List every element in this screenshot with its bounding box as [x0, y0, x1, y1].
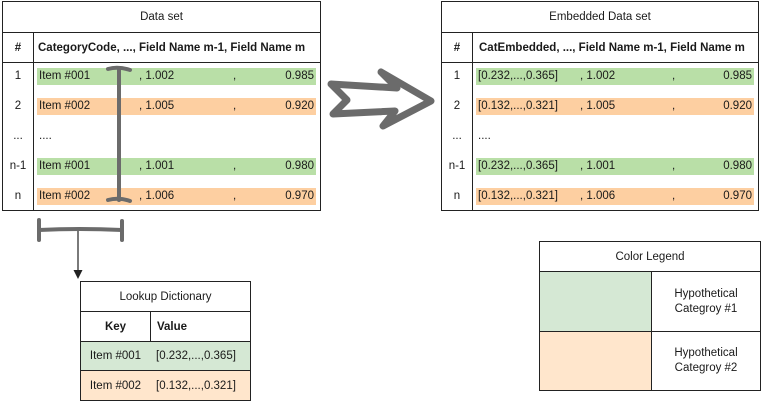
row-category: [0.232,...,0.365] — [478, 70, 558, 82]
row-highlight — [37, 158, 316, 175]
row-field-m — [688, 122, 752, 150]
table-row: n-1 [0.232,...,0.365] , 1.001, 0.980 — [442, 152, 758, 180]
row-field-sep: , — [233, 100, 237, 112]
row-field-sep: , — [233, 70, 237, 82]
color-legend: Color Legend Hypothetical Categroy #1 Hy… — [539, 241, 761, 391]
row-field-sep — [672, 122, 682, 150]
lookup-header-key: Key — [104, 320, 127, 333]
row-field-m1: , 1.002 — [580, 70, 616, 82]
legend-title: Color Legend — [615, 250, 685, 263]
row-index: ... — [13, 130, 23, 142]
row-field-m1: , 1.001 — [580, 160, 616, 172]
table-row: 2 [0.132,...,0.321] , 1.005, 0.920 — [442, 92, 758, 120]
embedded-title: Embedded Data set — [549, 11, 651, 23]
row-index: 1 — [14, 70, 22, 82]
lookup-row: Item #002 [0.132,...,0.321] — [81, 371, 250, 400]
lookup-dictionary: Lookup Dictionary Key Value Item #001 [0… — [80, 281, 251, 401]
row-field-sep: , — [233, 190, 237, 202]
lookup-pointer-marker — [37, 218, 124, 279]
row-field-m1: , 1.002 — [139, 70, 175, 82]
row-index: 1 — [453, 70, 461, 82]
row-field-m: 0.985 — [723, 70, 752, 82]
row-category: [0.132,...,0.321] — [478, 100, 558, 112]
row-field-sep: , — [672, 70, 676, 82]
embedded-table: Embedded Data set # CatEmbedded, ..., Fi… — [441, 1, 759, 211]
table-row: 1 [0.232,...,0.365] , 1.002, 0.985 — [442, 62, 758, 90]
row-field-m1: , 1.005 — [139, 100, 175, 112]
row-category: Item #002 — [39, 100, 91, 112]
row-index: 2 — [453, 100, 461, 112]
row-field-m: 0.980 — [285, 160, 314, 172]
row-field-m1: , 1.006 — [139, 190, 175, 202]
embedded-rows: 1 [0.232,...,0.365] , 1.002, 0.985 2 [0.132,.… — [442, 62, 758, 210]
row-index: n-1 — [9, 160, 27, 172]
row-field-m: 0.970 — [723, 190, 752, 202]
legend-label-2: Hypothetical Categroy #2 — [674, 347, 738, 374]
dataset-table: Data set # CategoryCode, ..., Field Name… — [2, 1, 321, 211]
row-field-m1 — [580, 122, 650, 150]
lookup-value: [0.132,...,0.321] — [156, 379, 236, 392]
row-field-sep: , — [672, 100, 676, 112]
table-row: n-1 Item #001 , 1.001, 0.980 — [3, 152, 320, 180]
row-field-sep — [233, 122, 243, 150]
row-highlight — [476, 98, 754, 115]
lookup-key: Item #002 — [89, 379, 142, 392]
row-highlight — [37, 68, 316, 85]
dataset-header-fields: CategoryCode, ..., Field Name m-1, Field… — [38, 41, 306, 54]
dataset-rows: 1 Item #001 , 1.002, 0.985 2 Item #002 , 1.005… — [3, 62, 320, 210]
embedded-header-index: # — [453, 41, 461, 54]
row-category: [0.132,...,0.321] — [478, 190, 558, 202]
row-category: Item #001 — [39, 70, 91, 82]
row-index: n — [453, 190, 461, 202]
table-row: ....... — [3, 122, 320, 150]
row-index: n — [14, 190, 22, 202]
lookup-value: [0.232,...,0.365] — [156, 350, 236, 362]
row-field-m: 0.920 — [285, 100, 314, 112]
row-category: .... — [39, 130, 52, 142]
row-highlight — [476, 68, 754, 85]
lookup-key: Item #001 — [89, 350, 142, 362]
row-index: ... — [452, 130, 462, 142]
row-category: Item #001 — [39, 160, 91, 172]
lookup-header-value: Value — [157, 320, 188, 333]
row-highlight — [476, 158, 754, 175]
row-field-m — [250, 122, 314, 150]
row-field-m1: , 1.005 — [580, 100, 616, 112]
row-highlight — [37, 98, 316, 115]
row-category: [0.232,...,0.365] — [478, 160, 558, 172]
row-field-m: 0.985 — [285, 70, 314, 82]
table-row: 1 Item #001 , 1.002, 0.985 — [3, 62, 320, 90]
dataset-header-index: # — [14, 41, 22, 54]
row-field-m: 0.970 — [285, 190, 314, 202]
row-field-m1: , 1.006 — [580, 190, 616, 202]
row-field-sep: , — [672, 160, 676, 172]
row-highlight — [476, 188, 754, 205]
row-index: 2 — [14, 100, 22, 112]
table-row: 2 Item #002 , 1.005, 0.920 — [3, 92, 320, 120]
transform-arrow — [327, 68, 435, 130]
row-index: n-1 — [448, 160, 466, 172]
row-category: Item #002 — [39, 190, 91, 202]
table-row: ....... — [442, 122, 758, 150]
embedded-header-fields: CatEmbedded, ..., Field Name m-1, Field … — [479, 41, 745, 54]
lookup-title: Lookup Dictionary — [119, 290, 212, 303]
row-field-m1: , 1.001 — [139, 160, 175, 172]
row-field-m: 0.920 — [723, 100, 752, 112]
legend-swatch-1 — [540, 272, 651, 331]
row-field-m: 0.980 — [723, 160, 752, 172]
dataset-title: Data set — [140, 11, 183, 23]
row-field-sep: , — [233, 160, 237, 172]
row-field-m1 — [139, 122, 209, 150]
row-category: .... — [478, 130, 491, 142]
table-row: n [0.132,...,0.321] , 1.006, 0.970 — [442, 182, 758, 210]
table-row: n Item #002 , 1.006, 0.970 — [3, 182, 320, 210]
lookup-row: Item #001 [0.232,...,0.365] — [81, 342, 250, 370]
row-field-sep: , — [672, 190, 676, 202]
column-selection-marker — [106, 65, 132, 203]
legend-label-1: Hypothetical Categroy #1 — [674, 287, 738, 315]
legend-swatch-2 — [540, 332, 651, 390]
